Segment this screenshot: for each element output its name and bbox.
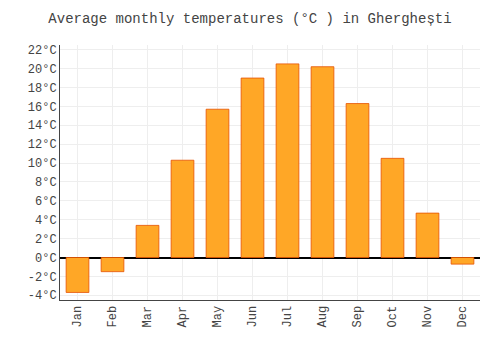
svg-text:-2°C: -2°C <box>28 271 57 285</box>
svg-text:14°C: 14°C <box>28 119 57 133</box>
svg-text:22°C: 22°C <box>28 44 57 58</box>
svg-text:4°C: 4°C <box>35 214 57 228</box>
svg-text:18°C: 18°C <box>28 82 57 96</box>
svg-text:Apr: Apr <box>176 306 190 328</box>
svg-text:0°C: 0°C <box>35 252 57 266</box>
svg-text:Aug: Aug <box>316 306 330 328</box>
svg-text:20°C: 20°C <box>28 63 57 77</box>
svg-text:Jun: Jun <box>246 306 260 328</box>
svg-text:Oct: Oct <box>386 306 400 328</box>
svg-text:Feb: Feb <box>106 306 120 328</box>
svg-text:12°C: 12°C <box>28 138 57 152</box>
svg-text:10°C: 10°C <box>28 157 57 171</box>
svg-text:Jan: Jan <box>71 306 85 328</box>
svg-text:8°C: 8°C <box>35 176 57 190</box>
svg-text:6°C: 6°C <box>35 195 57 209</box>
svg-text:-4°C: -4°C <box>28 289 57 303</box>
svg-text:Jul: Jul <box>281 306 295 328</box>
svg-text:Average monthly temperatures (: Average monthly temperatures (°C ) in Gh… <box>48 11 451 27</box>
svg-text:Nov: Nov <box>421 306 435 328</box>
svg-text:16°C: 16°C <box>28 101 57 115</box>
svg-text:Sep: Sep <box>351 306 365 328</box>
svg-text:Mar: Mar <box>141 306 155 328</box>
svg-text:Dec: Dec <box>456 306 470 328</box>
svg-text:May: May <box>211 306 225 328</box>
svg-text:2°C: 2°C <box>35 233 57 247</box>
